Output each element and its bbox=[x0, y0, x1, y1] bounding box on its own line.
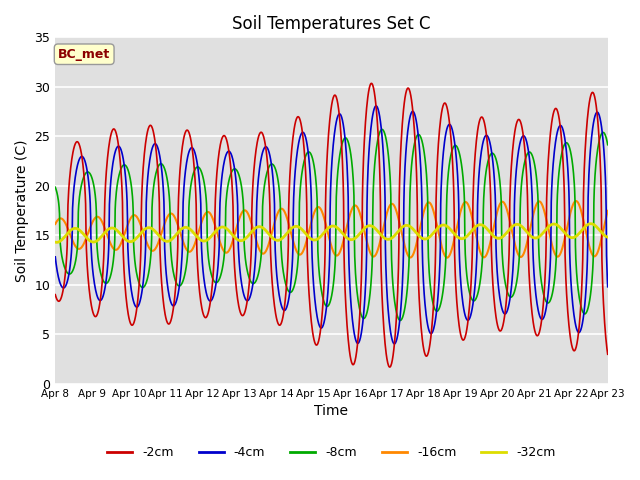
Text: BC_met: BC_met bbox=[58, 48, 110, 61]
Legend: -2cm, -4cm, -8cm, -16cm, -32cm: -2cm, -4cm, -8cm, -16cm, -32cm bbox=[102, 442, 561, 465]
X-axis label: Time: Time bbox=[314, 405, 349, 419]
Title: Soil Temperatures Set C: Soil Temperatures Set C bbox=[232, 15, 431, 33]
Y-axis label: Soil Temperature (C): Soil Temperature (C) bbox=[15, 139, 29, 282]
